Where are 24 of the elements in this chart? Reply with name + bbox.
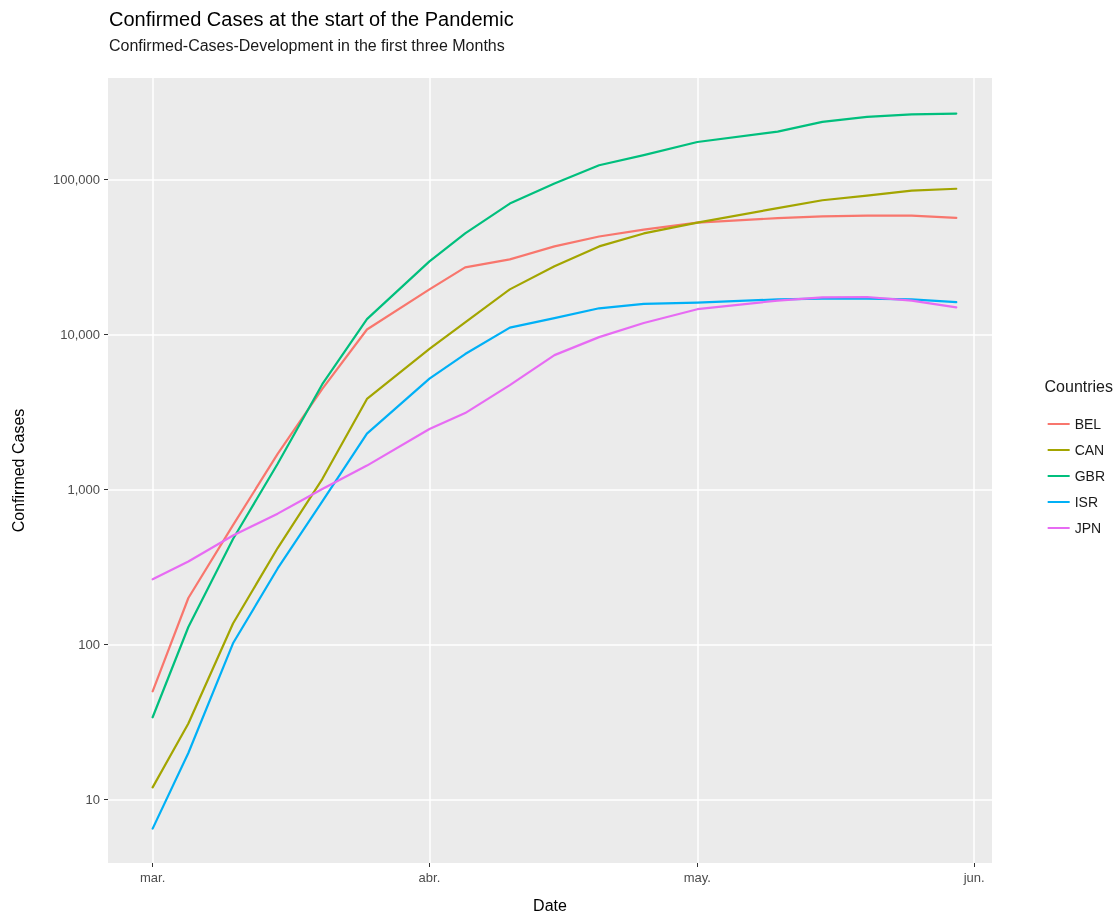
- line-series: [151, 187, 958, 789]
- y-tick-label: 100,000: [53, 172, 100, 188]
- legend-title: Countries: [1044, 377, 1114, 395]
- x-tick-label: jun.: [962, 870, 985, 885]
- y-tick-label: 10: [85, 792, 100, 808]
- x-tick-label: mar.: [140, 870, 166, 885]
- y-tick-label: 10,000: [60, 327, 100, 343]
- legend-label: GBR: [1074, 468, 1106, 484]
- legend-label: ISR: [1074, 494, 1099, 510]
- x-tick-label: may.: [683, 870, 711, 885]
- legend-label: JPN: [1074, 520, 1102, 536]
- x-tick-label: abr.: [418, 870, 441, 885]
- legend-label: CAN: [1074, 442, 1105, 458]
- y-tick-label: 1,000: [67, 482, 100, 498]
- y-axis-title: Confirmed Cases: [9, 408, 27, 533]
- chart-subtitle: Confirmed-Cases-Development in the first three Months: [109, 36, 505, 54]
- line-series: [151, 297, 958, 830]
- y-tick-label: 100: [78, 637, 100, 653]
- line-series: [151, 295, 958, 581]
- x-axis-title: Date: [533, 896, 567, 914]
- line-series: [151, 112, 958, 719]
- legend-label: BEL: [1074, 416, 1102, 432]
- chart-title: Confirmed Cases at the start of the Pandemic: [109, 8, 514, 30]
- line-series: [151, 214, 958, 693]
